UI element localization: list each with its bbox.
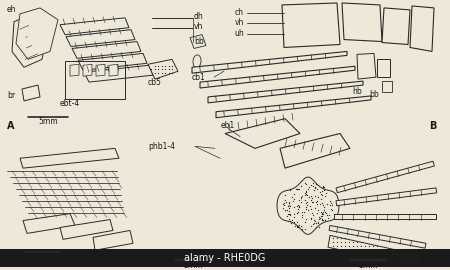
Polygon shape bbox=[277, 177, 339, 234]
Polygon shape bbox=[83, 64, 92, 76]
Text: ebt-4: ebt-4 bbox=[60, 99, 80, 108]
Polygon shape bbox=[200, 66, 355, 88]
Polygon shape bbox=[109, 64, 118, 76]
Polygon shape bbox=[382, 81, 392, 92]
Text: eb1: eb1 bbox=[221, 121, 235, 130]
Polygon shape bbox=[96, 64, 105, 76]
Text: hb: hb bbox=[352, 87, 362, 96]
Polygon shape bbox=[377, 59, 390, 77]
Text: A: A bbox=[7, 121, 14, 131]
Polygon shape bbox=[60, 18, 129, 35]
Text: phb1-4: phb1-4 bbox=[148, 142, 175, 151]
Polygon shape bbox=[16, 8, 58, 59]
Text: 3mm: 3mm bbox=[183, 261, 203, 269]
Polygon shape bbox=[382, 8, 410, 45]
Polygon shape bbox=[328, 235, 422, 267]
Text: 5mm: 5mm bbox=[38, 117, 58, 126]
Text: 3mm: 3mm bbox=[32, 253, 52, 262]
Polygon shape bbox=[70, 64, 79, 76]
Polygon shape bbox=[410, 6, 434, 51]
Text: dh: dh bbox=[194, 12, 204, 21]
Polygon shape bbox=[66, 30, 135, 46]
Text: ch: ch bbox=[235, 8, 244, 17]
Text: 3mm: 3mm bbox=[358, 261, 378, 269]
Polygon shape bbox=[282, 3, 340, 48]
Polygon shape bbox=[334, 214, 436, 219]
Polygon shape bbox=[72, 42, 141, 58]
Text: uh: uh bbox=[234, 29, 244, 38]
Text: eb4: eb4 bbox=[274, 256, 288, 265]
Polygon shape bbox=[84, 65, 153, 82]
Polygon shape bbox=[342, 3, 382, 42]
Text: cb1: cb1 bbox=[192, 73, 206, 82]
Polygon shape bbox=[60, 220, 113, 239]
Polygon shape bbox=[336, 161, 434, 193]
Text: br: br bbox=[7, 92, 15, 100]
Polygon shape bbox=[190, 35, 206, 48]
Polygon shape bbox=[225, 119, 300, 148]
Polygon shape bbox=[22, 85, 40, 101]
Bar bbox=[65, 61, 125, 99]
Polygon shape bbox=[357, 53, 376, 79]
Text: bb: bb bbox=[369, 90, 379, 99]
Polygon shape bbox=[23, 214, 75, 233]
Text: C: C bbox=[7, 250, 14, 260]
Polygon shape bbox=[148, 59, 178, 79]
Polygon shape bbox=[20, 148, 119, 168]
Polygon shape bbox=[280, 134, 350, 168]
Polygon shape bbox=[336, 188, 436, 206]
Polygon shape bbox=[12, 15, 48, 67]
Ellipse shape bbox=[193, 55, 201, 68]
Text: vh: vh bbox=[234, 18, 244, 27]
Text: cb5: cb5 bbox=[292, 256, 306, 265]
Text: bb: bb bbox=[194, 37, 204, 46]
Polygon shape bbox=[329, 225, 426, 248]
Text: cb5: cb5 bbox=[148, 77, 162, 87]
Text: eh: eh bbox=[7, 5, 17, 14]
Text: B: B bbox=[430, 121, 437, 131]
Bar bbox=[0, 249, 450, 267]
Polygon shape bbox=[93, 231, 133, 250]
Polygon shape bbox=[192, 51, 347, 73]
Polygon shape bbox=[78, 53, 147, 70]
Text: alamy - RHE0DG: alamy - RHE0DG bbox=[184, 253, 266, 263]
Polygon shape bbox=[208, 81, 363, 103]
Polygon shape bbox=[216, 96, 371, 118]
Text: vh: vh bbox=[194, 22, 203, 31]
